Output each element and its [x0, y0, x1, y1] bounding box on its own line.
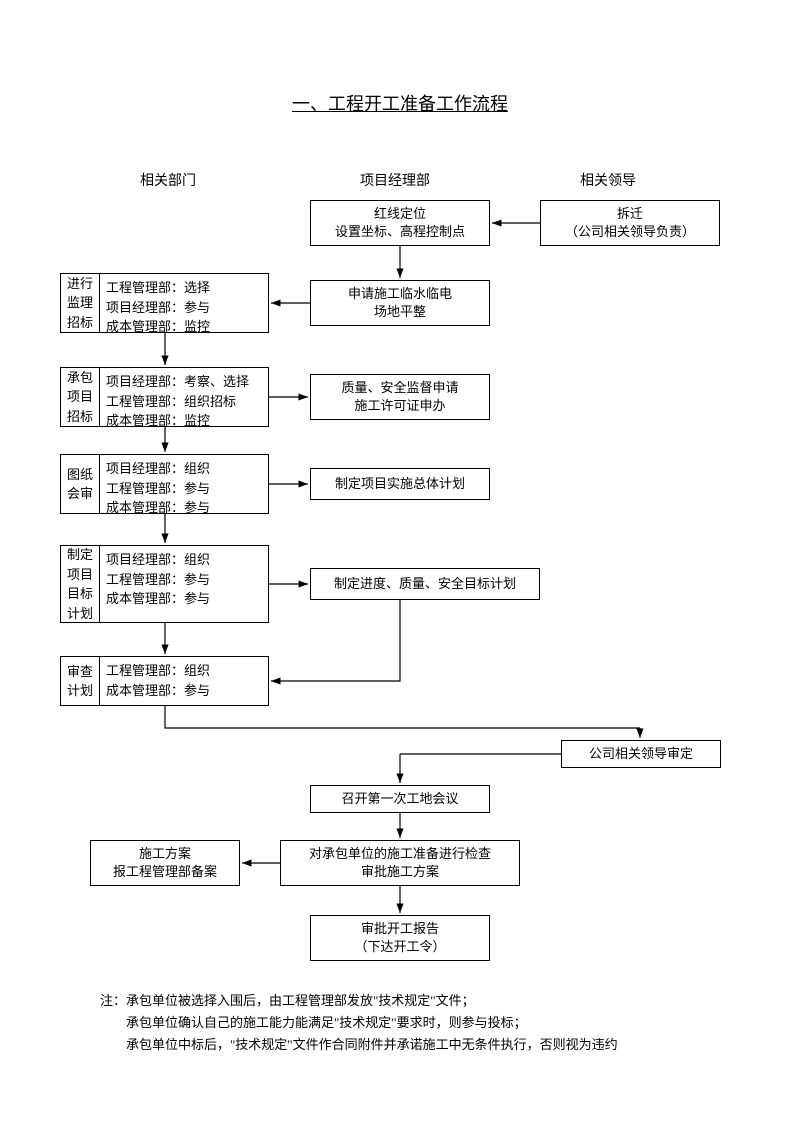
- step5-dept: 工程管理部：组织成本管理部：参与: [99, 656, 269, 706]
- node-target-plan: 制定进度、质量、安全目标计划: [310, 568, 540, 600]
- step5-label: 审查计划: [60, 656, 100, 706]
- node-approve-report: 审批开工报告（下达开工令）: [310, 915, 490, 961]
- node-scheme-file: 施工方案报工程管理部备案: [90, 840, 240, 886]
- note-line-2: 承包单位确认自己的施工能力能满足"技术规定"要求时，则参与投标；: [100, 1012, 740, 1034]
- col-header-dept: 相关部门: [140, 170, 196, 190]
- step3-dept: 项目经理部：组织工程管理部：参与成本管理部：参与: [99, 454, 269, 514]
- node-check: 对承包单位的施工准备进行检查审批施工方案: [280, 840, 520, 886]
- node-apply-util: 申请施工临水临电场地平整: [310, 280, 490, 326]
- note-line-3: 承包单位中标后，"技术规定"文件作合同附件并承诺施工中无条件执行，否则视为违约: [100, 1034, 740, 1056]
- node-redline: 红线定位设置坐标、高程控制点: [310, 200, 490, 246]
- step3-label: 图纸会审: [60, 454, 100, 514]
- col-header-leader: 相关领导: [580, 170, 636, 190]
- node-quality: 质量、安全监督申请施工许可证申办: [310, 374, 490, 420]
- col-header-pm: 项目经理部: [360, 170, 430, 190]
- page-title: 一、工程开工准备工作流程: [0, 90, 800, 116]
- step1-label: 进行监理招标: [60, 273, 100, 333]
- step4-label: 制定项目目标计划: [60, 545, 100, 623]
- step2-dept: 项目经理部：考察、选择工程管理部：组织招标成本管理部：监控: [99, 367, 269, 427]
- node-relocate: 拆迁（公司相关领导负责）: [540, 200, 720, 246]
- step4-dept: 项目经理部：组织工程管理部：参与成本管理部：参与: [99, 545, 269, 623]
- node-leader-approve: 公司相关领导审定: [561, 740, 721, 768]
- node-first-meeting: 召开第一次工地会议: [310, 785, 490, 813]
- footnote: 注：承包单位被选择入围后，由工程管理部发放"技术规定"文件； 承包单位确认自己的…: [100, 990, 740, 1056]
- step1-dept: 工程管理部：选择项目经理部：参与成本管理部：监控: [99, 273, 269, 333]
- step2-label: 承包项目招标: [60, 367, 100, 427]
- node-overall-plan: 制定项目实施总体计划: [310, 468, 490, 500]
- note-line-1: 注：承包单位被选择入围后，由工程管理部发放"技术规定"文件；: [100, 990, 740, 1012]
